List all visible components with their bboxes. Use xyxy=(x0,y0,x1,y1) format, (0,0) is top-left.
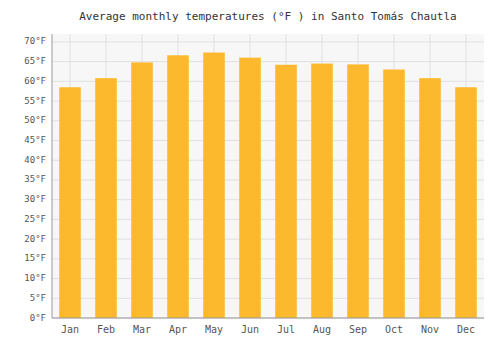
chart: 0°F 5°F 10°F 15°F 20°F 25°F 30°F 35°F 40°F 45°F 50… xyxy=(0,0,500,350)
x-axis-line xyxy=(52,318,484,319)
x-tick-label: Oct xyxy=(385,324,403,335)
bar xyxy=(203,53,225,318)
x-tick-label: Mar xyxy=(133,324,151,335)
y-tick-label: 35°F xyxy=(24,174,46,184)
bar xyxy=(419,78,441,318)
y-tick-label: 50°F xyxy=(24,115,46,125)
grid-line xyxy=(52,61,484,62)
bar xyxy=(347,64,369,318)
bar xyxy=(131,62,153,318)
x-tick-label: May xyxy=(205,324,223,335)
x-tick-label: Feb xyxy=(97,324,115,335)
x-tick-label: Aug xyxy=(313,324,331,335)
y-tick-label: 15°F xyxy=(24,253,46,263)
y-tick-label: 10°F xyxy=(24,273,46,283)
plot-background xyxy=(52,34,484,318)
bar xyxy=(95,78,117,318)
y-axis-line xyxy=(52,34,53,318)
x-tick-label: Nov xyxy=(421,324,439,335)
y-tick-label: 0°F xyxy=(30,313,46,323)
y-tick-label: 30°F xyxy=(24,194,46,204)
title: Average monthly temperatures (°F ) in Sa… xyxy=(79,10,457,23)
y-tick-label: 55°F xyxy=(24,96,46,106)
x-tick-label: Jul xyxy=(277,324,295,335)
x-tick-label: Jun xyxy=(241,324,259,335)
bar xyxy=(167,55,189,318)
x-tick-label: Jan xyxy=(61,324,79,335)
bars xyxy=(59,53,477,318)
y-tick-label: 20°F xyxy=(24,234,46,244)
x-tick-label: Dec xyxy=(457,324,475,335)
x-tick-label: Apr xyxy=(169,324,187,335)
y-tick-label: 40°F xyxy=(24,155,46,165)
bar xyxy=(311,64,333,318)
bar xyxy=(383,70,405,319)
x-tick-label: Sep xyxy=(349,324,367,335)
y-tick-label: 25°F xyxy=(24,214,46,224)
bar xyxy=(59,87,81,318)
y-tick-label: 60°F xyxy=(24,76,46,86)
bar xyxy=(275,65,297,318)
grid-line xyxy=(52,318,484,319)
bar xyxy=(239,58,261,318)
y-tick-label: 70°F xyxy=(24,36,46,46)
y-tick-label: 5°F xyxy=(30,293,46,303)
y-tick-label: 65°F xyxy=(24,56,46,66)
bar xyxy=(455,87,477,318)
y-tick-label: 45°F xyxy=(24,135,46,145)
grid-line xyxy=(52,41,484,42)
